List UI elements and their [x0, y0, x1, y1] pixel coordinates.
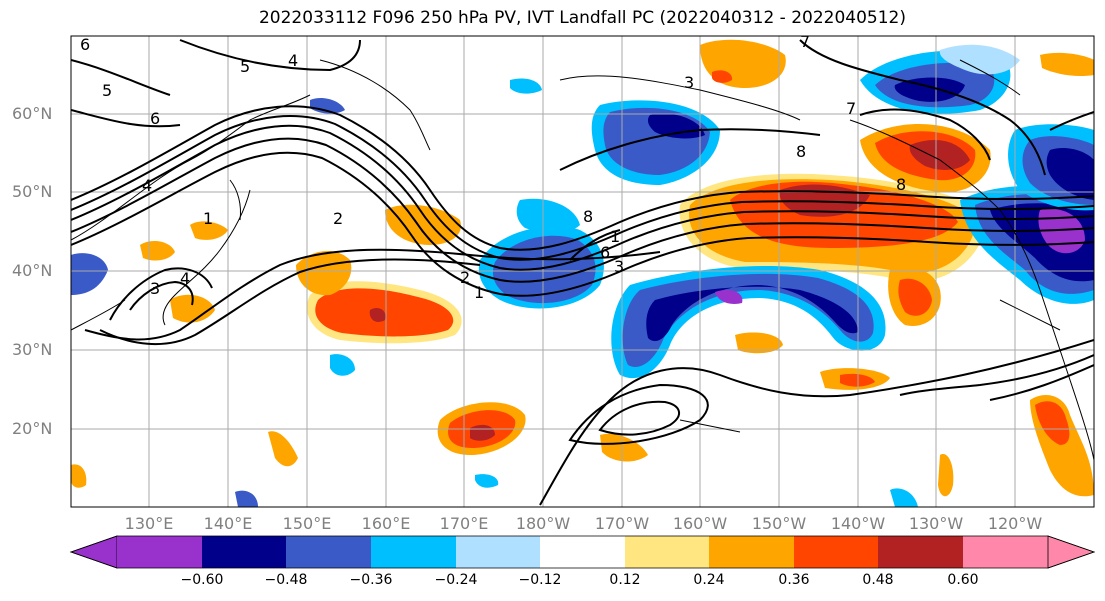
colorbar-tick-label: 0.48 [862, 572, 894, 588]
colorbar-segment [709, 536, 794, 568]
lon-label: 130°W [908, 514, 964, 533]
contour-label: 6 [80, 35, 90, 54]
contour-label: 6 [600, 243, 610, 262]
lat-label: 20°N [12, 419, 53, 438]
contour-label: 6 [150, 109, 160, 128]
contour-label: 2 [460, 268, 470, 287]
contour-label: 8 [796, 142, 806, 161]
lon-label: 150°E [282, 514, 332, 533]
lon-label: 130°E [124, 514, 174, 533]
colorbar-segment [878, 536, 963, 568]
contour-labels: 6 5 4 5 6 4 2 1 3 4 2 1 8 6 1 3 8 8 7 7 … [80, 32, 906, 302]
colorbar-segment [456, 536, 540, 568]
colorbar-extend-low [69, 535, 118, 569]
map-title: 2022033112 F096 250 hPa PV, IVT Landfall… [258, 8, 906, 28]
lon-label: 180°W [515, 514, 571, 533]
contour-label: 4 [288, 51, 298, 70]
colorbar-tick-label: −0.36 [349, 572, 393, 588]
lat-label: 30°N [12, 340, 53, 359]
lon-label: 120°W [987, 514, 1043, 533]
contour-label: 3 [614, 257, 624, 276]
colorbar [69, 535, 1096, 569]
colorbar-tick-label: −0.24 [434, 572, 478, 588]
contour-label: 8 [896, 175, 906, 194]
pv-contours [71, 39, 1094, 506]
lat-label: 60°N [12, 104, 53, 123]
colorbar-segment [286, 536, 371, 568]
colorbar-tick-label: 0.60 [947, 572, 979, 588]
lon-label: 160°E [361, 514, 411, 533]
lon-label: 160°W [672, 514, 728, 533]
colorbar-segment [202, 536, 286, 568]
lon-label: 140°E [203, 514, 253, 533]
contour-label: 8 [583, 207, 593, 226]
contour-label: 3 [684, 73, 694, 92]
contour-label: 4 [142, 176, 152, 195]
colorbar-segment [794, 536, 878, 568]
contour-label: 3 [150, 279, 160, 298]
colorbar-segment [540, 536, 625, 568]
contour-label: 5 [102, 81, 112, 100]
lon-label: 150°W [751, 514, 807, 533]
colorbar-tick-label: 0.36 [778, 572, 810, 588]
colorbar-tick-label: −0.48 [264, 572, 308, 588]
contour-label: 1 [610, 227, 620, 246]
colorbar-tick-label: 0.24 [693, 572, 725, 588]
contour-label: 5 [240, 57, 250, 76]
contour-label: 1 [474, 283, 484, 302]
contour-label: 7 [800, 32, 810, 51]
colorbar-segment [963, 536, 1048, 568]
lon-label: 170°E [439, 514, 489, 533]
colorbar-tick-label: −0.60 [180, 572, 224, 588]
lat-label: 50°N [12, 182, 53, 201]
colorbar-segment [625, 536, 709, 568]
colorbar-tick-label: −0.12 [518, 572, 562, 588]
contour-label: 7 [846, 99, 856, 118]
colorbar-outline [69, 535, 1096, 569]
map-frame [70, 35, 1095, 508]
lon-label: 140°W [830, 514, 886, 533]
contour-label: 4 [180, 269, 190, 288]
colorbar-segment [371, 536, 456, 568]
contour-label: 1 [203, 209, 213, 228]
colorbar-segment [117, 536, 202, 568]
contour-label: 2 [333, 209, 343, 228]
lat-label: 40°N [12, 261, 53, 280]
lon-label: 170°W [594, 514, 650, 533]
colorbar-extend-high [1047, 535, 1096, 569]
colorbar-tick-label: 0.12 [609, 572, 641, 588]
